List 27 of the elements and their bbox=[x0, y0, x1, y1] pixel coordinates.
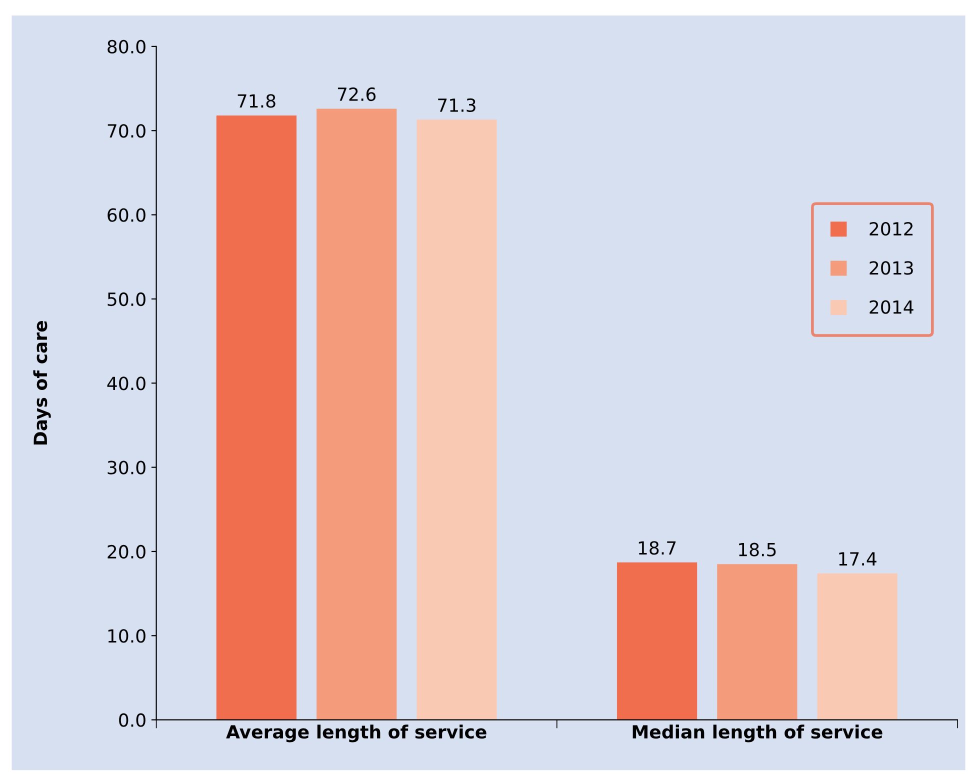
y-tick-label: 30.0 bbox=[108, 460, 146, 474]
data-label: 17.4 bbox=[839, 552, 876, 566]
y-axis-title: Days of care bbox=[33, 321, 51, 444]
data-label: 72.6 bbox=[338, 87, 376, 102]
legend-label: 2012 bbox=[870, 222, 913, 236]
x-tick-label: Average length of service bbox=[226, 724, 486, 742]
data-label: 71.8 bbox=[238, 94, 276, 108]
data-label: 18.7 bbox=[638, 541, 676, 555]
bar bbox=[717, 564, 798, 720]
y-tick-label: 40.0 bbox=[107, 376, 146, 390]
legend-label: 2014 bbox=[870, 300, 914, 314]
bar bbox=[616, 562, 698, 720]
y-tick-label: 80.0 bbox=[108, 40, 146, 54]
bar bbox=[817, 573, 898, 720]
y-tick-label: 20.0 bbox=[108, 544, 146, 559]
legend-label: 2013 bbox=[870, 261, 913, 275]
y-tick-label: 70.0 bbox=[108, 124, 146, 138]
bar bbox=[216, 115, 297, 720]
bar bbox=[316, 108, 397, 720]
y-tick-label: 50.0 bbox=[108, 292, 146, 306]
data-label: 71.3 bbox=[438, 98, 476, 112]
data-label: 18.5 bbox=[739, 542, 776, 556]
bar bbox=[416, 120, 497, 720]
y-tick-label: 0.0 bbox=[119, 713, 146, 727]
x-tick-label: Median length of service bbox=[632, 724, 882, 742]
y-tick-label: 60.0 bbox=[108, 208, 146, 222]
y-tick-label: 10.0 bbox=[108, 629, 146, 643]
